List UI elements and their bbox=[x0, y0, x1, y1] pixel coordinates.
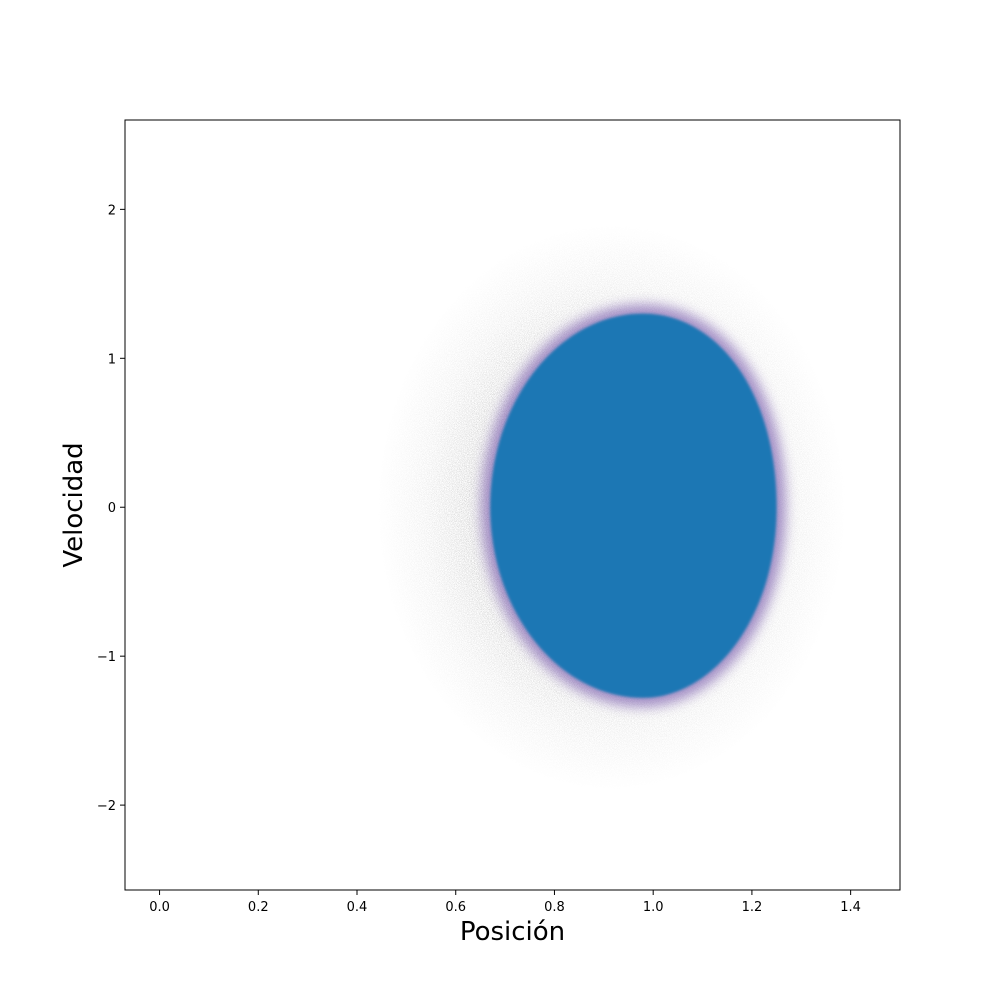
y-axis-label: Velocidad bbox=[59, 442, 89, 567]
point-cloud bbox=[377, 224, 846, 791]
y-tick-label: −2 bbox=[97, 799, 116, 814]
x-tick-label: 0.6 bbox=[445, 900, 466, 915]
x-tick-label: 0.2 bbox=[248, 900, 269, 915]
y-axis-ticks: 2 1 0 −1 −2 bbox=[97, 203, 125, 814]
plot-frame bbox=[124, 119, 901, 891]
x-tick-label: 1.0 bbox=[643, 900, 664, 915]
y-tick-label: 0 bbox=[108, 501, 116, 516]
x-tick-label: 1.2 bbox=[742, 900, 763, 915]
x-tick-label: 0.8 bbox=[544, 900, 565, 915]
cloud-core bbox=[490, 313, 777, 698]
y-tick-label: 1 bbox=[108, 352, 116, 367]
y-tick-label: −1 bbox=[97, 650, 116, 665]
x-tick-label: 0.0 bbox=[149, 900, 170, 915]
x-axis-ticks: 0.0 0.2 0.4 0.6 0.8 1.0 1.2 1.4 bbox=[149, 890, 861, 915]
x-axis-label: Posición bbox=[460, 917, 565, 947]
y-tick-label: 2 bbox=[108, 203, 116, 218]
x-tick-label: 1.4 bbox=[840, 900, 861, 915]
x-tick-label: 0.4 bbox=[347, 900, 368, 915]
